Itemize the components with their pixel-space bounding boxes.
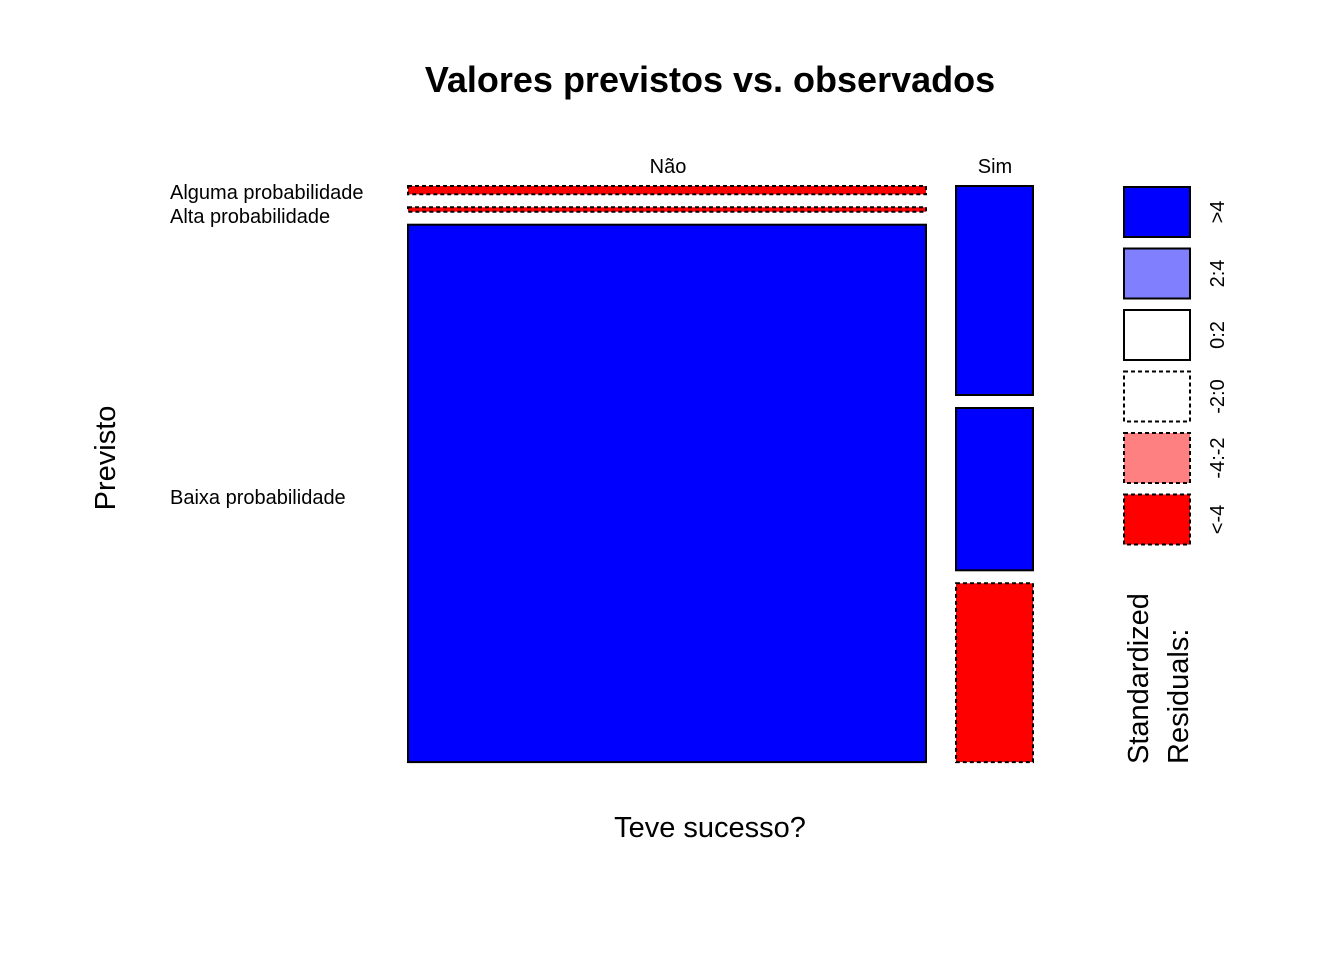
x-category-label-nao: Não bbox=[650, 156, 687, 178]
y-axis-label: Previsto bbox=[90, 406, 122, 511]
legend-label-6: <-4 bbox=[1207, 505, 1229, 534]
x-category-label-sim: Sim bbox=[978, 156, 1012, 178]
legend-title-line-2: Residuals: bbox=[1163, 629, 1195, 764]
legend-title-line-1: Standardized bbox=[1123, 593, 1155, 764]
mosaic-cell-nao-baixa-probabilidade bbox=[407, 223, 927, 764]
legend-swatch-6 bbox=[1123, 493, 1191, 546]
x-axis-label: Teve sucesso? bbox=[614, 812, 806, 844]
legend-label-4: -2:0 bbox=[1207, 379, 1229, 413]
y-category-label-alguma: Alguma probabilidade bbox=[170, 182, 363, 204]
y-category-label-alta: Alta probabilidade bbox=[170, 206, 330, 228]
legend-label-3: 0:2 bbox=[1207, 321, 1229, 349]
mosaic-cell-sim-baixa-probabilidade bbox=[955, 582, 1034, 764]
legend-swatch-1 bbox=[1123, 186, 1191, 238]
mosaic-cell-sim-alta-probabilidade bbox=[955, 407, 1034, 572]
legend-label-2: 2:4 bbox=[1207, 260, 1229, 288]
legend-label-1: >4 bbox=[1207, 201, 1229, 224]
legend-swatch-5 bbox=[1123, 432, 1191, 484]
legend-swatch-2 bbox=[1123, 247, 1191, 300]
chart-title: Valores previstos vs. observados bbox=[425, 59, 995, 100]
mosaic-cells bbox=[407, 185, 1034, 764]
residuals-legend: >4 2:4 0:2 -2:0 -4:-2 <-4 Standardized Residu… bbox=[1123, 186, 1229, 764]
legend-label-5: -4:-2 bbox=[1207, 437, 1229, 478]
mosaic-cell-nao-alguma-probabilidade bbox=[407, 185, 927, 196]
legend-swatch-4 bbox=[1123, 370, 1191, 423]
legend-swatch-3 bbox=[1123, 309, 1191, 361]
mosaic-cell-nao-alta-probabilidade bbox=[407, 206, 927, 213]
y-category-label-baixa: Baixa probabilidade bbox=[170, 487, 346, 509]
mosaic-cell-sim-alguma-probabilidade bbox=[955, 185, 1034, 396]
